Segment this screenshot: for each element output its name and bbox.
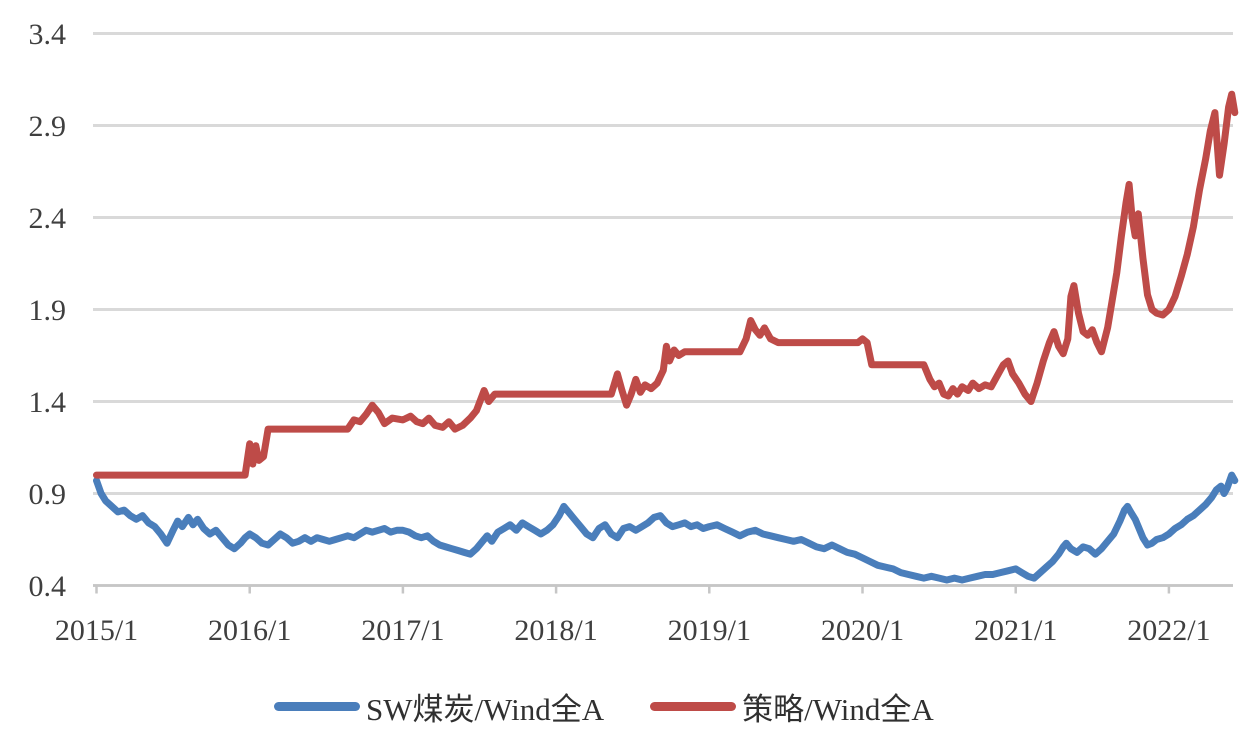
x-axis-label: 2019/1 bbox=[668, 614, 751, 647]
y-axis-label: 1.4 bbox=[29, 386, 67, 419]
legend-swatch-sw-coal-icon bbox=[274, 702, 360, 711]
y-axis-label: 0.9 bbox=[29, 478, 67, 511]
y-axis-label: 2.9 bbox=[29, 110, 67, 143]
y-axis-label: 2.4 bbox=[29, 202, 67, 235]
legend-swatch-strategy-icon bbox=[650, 702, 737, 711]
y-axis-label: 1.9 bbox=[29, 294, 67, 327]
legend-label-strategy: 策略/Wind全A bbox=[742, 692, 934, 727]
x-axis-label: 2015/1 bbox=[55, 614, 138, 647]
series-line-sw-coal bbox=[93, 471, 1239, 584]
x-axis-label: 2020/1 bbox=[821, 614, 904, 647]
y-axis-label: 0.4 bbox=[29, 570, 67, 603]
legend: SW煤炭/Wind全A 策略/Wind全A bbox=[274, 684, 934, 729]
x-axis-label: 2017/1 bbox=[361, 614, 444, 647]
x-axis-label: 2018/1 bbox=[514, 614, 597, 647]
legend-item-strategy: 策略/Wind全A bbox=[650, 684, 934, 729]
x-axis-label: 2022/1 bbox=[1127, 614, 1210, 647]
x-axis-label: 2021/1 bbox=[974, 614, 1057, 647]
series-line-strategy bbox=[93, 90, 1239, 479]
legend-label-sw-coal: SW煤炭/Wind全A bbox=[366, 692, 605, 727]
x-axis-label: 2016/1 bbox=[208, 614, 291, 647]
y-axis-label: 3.4 bbox=[29, 18, 67, 51]
legend-item-sw-coal: SW煤炭/Wind全A bbox=[274, 684, 604, 729]
